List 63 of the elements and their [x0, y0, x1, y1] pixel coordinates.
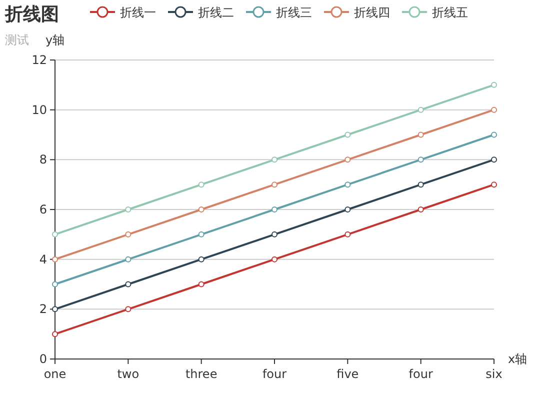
point — [491, 182, 497, 188]
point — [198, 231, 204, 238]
legend-item: 折线四 — [324, 6, 390, 20]
point — [491, 132, 497, 138]
point — [418, 206, 424, 212]
point — [491, 156, 497, 163]
point — [52, 281, 58, 288]
point — [198, 182, 204, 188]
ytick: 2 — [39, 302, 47, 316]
legend-label: 折线一 — [120, 6, 156, 20]
x-tick-label: four — [408, 367, 433, 381]
ytick: 10 — [32, 102, 47, 117]
point — [198, 281, 204, 288]
point — [198, 256, 204, 262]
point — [125, 306, 132, 312]
x-tick-label: three — [185, 367, 218, 381]
point — [52, 306, 58, 312]
x-tick-label: five — [336, 367, 359, 381]
legend-item: 折线二 — [168, 6, 234, 20]
ytick: 0 — [39, 352, 47, 366]
point — [125, 256, 132, 262]
legend-label: 折线五 — [432, 6, 468, 20]
point — [418, 132, 424, 138]
legend-item: 折线一 — [90, 6, 156, 20]
ytick: 4 — [39, 252, 47, 266]
x-tick-label: two — [117, 367, 140, 381]
point — [344, 132, 351, 138]
point — [272, 182, 278, 188]
chart-subtitle: 测试 — [5, 33, 29, 47]
point — [344, 206, 351, 212]
point — [272, 231, 278, 238]
y-axis-title: y轴 — [45, 33, 65, 47]
point — [272, 256, 278, 262]
x-tick-label: one — [44, 367, 66, 381]
x-tick-label: four — [262, 367, 287, 381]
ytick: 8 — [39, 152, 47, 167]
point — [52, 331, 58, 338]
point — [272, 206, 278, 212]
legend-label: 折线二 — [198, 6, 234, 20]
x-axis-title: x轴 — [508, 352, 528, 366]
point — [418, 156, 424, 163]
legend-label: 折线三 — [276, 6, 312, 20]
point — [344, 231, 351, 238]
x-tick-label: six — [486, 367, 502, 381]
point — [125, 281, 132, 288]
point — [491, 106, 497, 113]
point — [491, 82, 497, 88]
chart-title: 折线图 — [4, 4, 59, 25]
point — [52, 231, 58, 238]
point — [52, 256, 58, 262]
point — [344, 182, 351, 188]
ytick: 12 — [32, 53, 47, 67]
point — [125, 206, 132, 212]
point — [125, 231, 132, 238]
point — [198, 206, 204, 212]
legend-item: 折线五 — [402, 6, 468, 20]
point — [418, 106, 424, 113]
point — [272, 156, 278, 163]
point — [344, 156, 351, 163]
legend-item: 折线三 — [246, 6, 312, 20]
ytick: 6 — [39, 202, 47, 216]
legend-label: 折线四 — [354, 6, 390, 20]
point — [418, 182, 424, 188]
